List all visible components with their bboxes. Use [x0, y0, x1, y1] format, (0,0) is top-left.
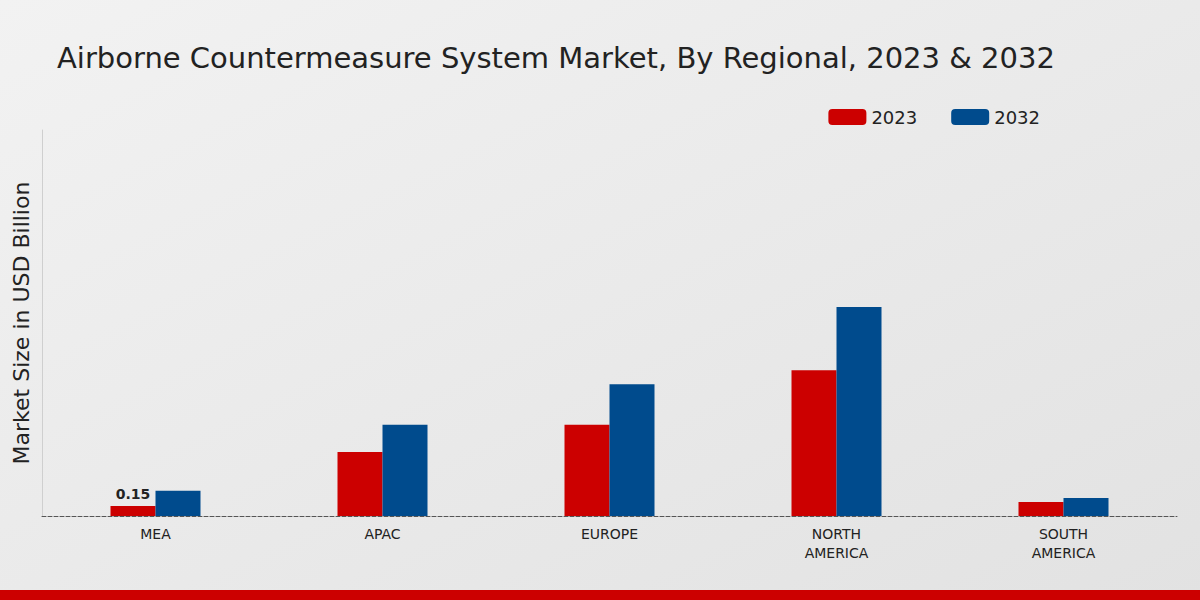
svg-text:2023: 2023	[871, 107, 917, 128]
svg-text:SOUTH: SOUTH	[1039, 526, 1088, 542]
svg-text:NORTH: NORTH	[812, 526, 861, 542]
svg-text:2032: 2032	[994, 107, 1040, 128]
svg-text:AMERICA: AMERICA	[1032, 545, 1096, 561]
svg-text:MEA: MEA	[140, 526, 171, 542]
svg-text:Airborne Countermeasure System: Airborne Countermeasure System Market, B…	[57, 41, 1055, 75]
svg-text:0.15: 0.15	[116, 486, 151, 502]
svg-text:APAC: APAC	[364, 526, 400, 542]
svg-text:Market Size in USD Billion: Market Size in USD Billion	[9, 182, 34, 465]
svg-text:EUROPE: EUROPE	[581, 526, 638, 542]
svg-text:AMERICA: AMERICA	[805, 545, 869, 561]
